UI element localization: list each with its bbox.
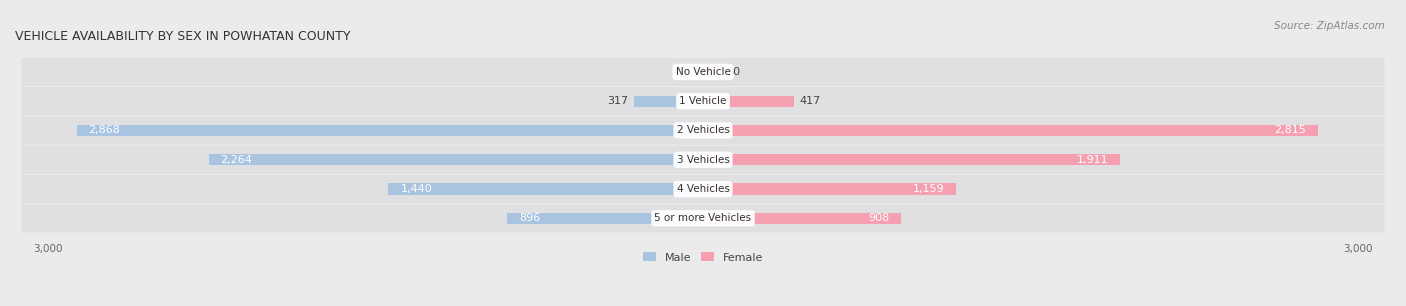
Text: 2,264: 2,264	[221, 155, 253, 165]
Text: 2,868: 2,868	[89, 125, 121, 136]
Bar	[634, 96, 703, 107]
FancyBboxPatch shape	[21, 116, 1385, 144]
Text: 2,815: 2,815	[1274, 125, 1306, 136]
FancyBboxPatch shape	[21, 204, 1385, 232]
Bar	[703, 96, 794, 107]
Bar	[208, 154, 703, 165]
Text: 1,911: 1,911	[1077, 155, 1108, 165]
Text: 44: 44	[673, 67, 688, 77]
FancyBboxPatch shape	[21, 87, 1385, 115]
Text: 3 Vehicles: 3 Vehicles	[676, 155, 730, 165]
FancyBboxPatch shape	[21, 146, 1385, 174]
Bar	[388, 184, 703, 195]
Text: 2 Vehicles: 2 Vehicles	[676, 125, 730, 136]
Text: 1,159: 1,159	[912, 184, 943, 194]
Text: Source: ZipAtlas.com: Source: ZipAtlas.com	[1274, 21, 1385, 32]
FancyBboxPatch shape	[21, 175, 1385, 203]
Bar	[703, 154, 1121, 165]
Text: No Vehicle: No Vehicle	[675, 67, 731, 77]
Text: 896: 896	[519, 213, 540, 223]
Text: 417: 417	[800, 96, 821, 106]
Text: 4 Vehicles: 4 Vehicles	[676, 184, 730, 194]
Bar	[703, 184, 956, 195]
Bar	[703, 125, 1317, 136]
FancyBboxPatch shape	[21, 58, 1385, 86]
Text: 1,440: 1,440	[401, 184, 432, 194]
Bar	[703, 66, 720, 77]
Bar	[703, 213, 901, 224]
Text: 908: 908	[868, 213, 890, 223]
Text: 317: 317	[607, 96, 628, 106]
Bar	[693, 66, 703, 77]
Legend: Male, Female: Male, Female	[638, 248, 768, 267]
Bar	[508, 213, 703, 224]
Text: 1 Vehicle: 1 Vehicle	[679, 96, 727, 106]
Text: 80: 80	[725, 67, 740, 77]
Text: VEHICLE AVAILABILITY BY SEX IN POWHATAN COUNTY: VEHICLE AVAILABILITY BY SEX IN POWHATAN …	[15, 30, 350, 43]
Text: 5 or more Vehicles: 5 or more Vehicles	[654, 213, 752, 223]
Bar	[76, 125, 703, 136]
